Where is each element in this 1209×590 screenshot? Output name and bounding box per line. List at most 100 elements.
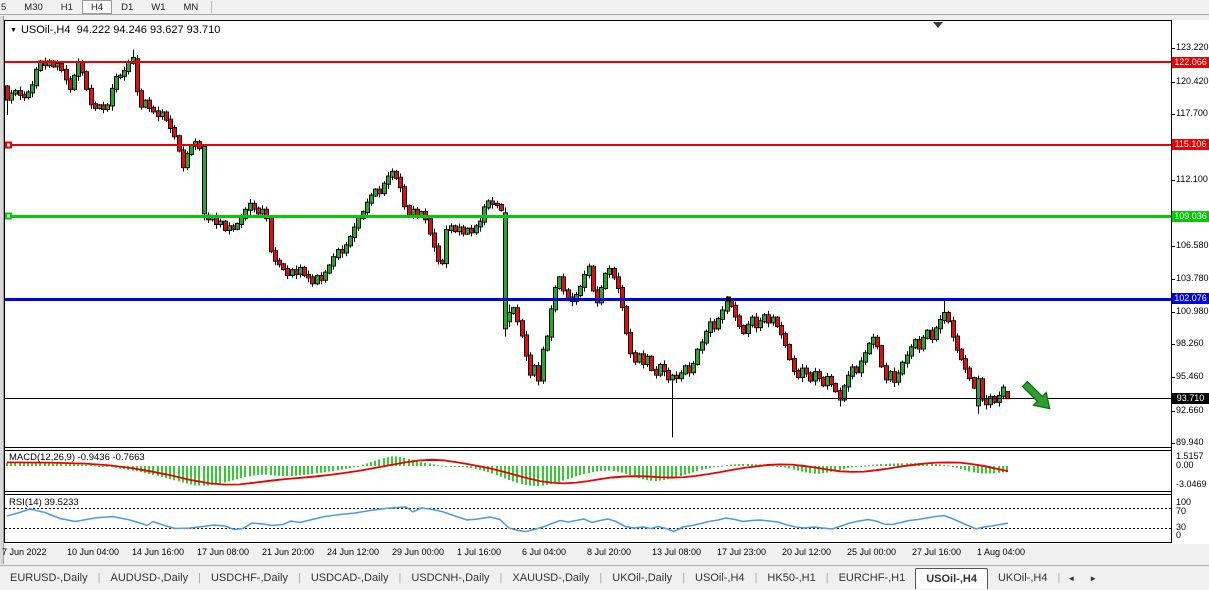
chart-top-border (4, 20, 1172, 21)
tab-separator: | (825, 572, 829, 584)
chart-symbol-label: USOil-,H4 (20, 24, 71, 36)
time-axis-label: 25 Jul 00:00 (847, 547, 897, 557)
tab-separator: | (398, 572, 402, 584)
rsi-scale-label: 100 (1176, 497, 1192, 507)
timeframe-button-5[interactable]: 5 (1, 2, 7, 13)
price-axis-tick (1171, 278, 1175, 280)
current-price-badge: 93.710 (1172, 392, 1209, 404)
macd-pane-bottom-border (4, 491, 1172, 492)
tab-audusd-daily[interactable]: AUDUSD-,Daily (110, 571, 189, 584)
tab-usoil-h4[interactable]: USOil-,H4 (915, 567, 988, 589)
price-axis-tick (1171, 180, 1175, 182)
rsi-pane-canvas[interactable] (5, 495, 1171, 542)
price-axis-tick (1171, 245, 1175, 247)
tab-scroll-left-icon[interactable]: ◄ (1067, 573, 1076, 583)
price-pane-canvas[interactable] (5, 21, 1171, 447)
rsi-label: RSI(14) 39.5233 (9, 497, 79, 508)
symbol-dropdown-icon[interactable]: ▼ (10, 27, 17, 34)
rsi-scale-label: 70 (1176, 506, 1187, 516)
time-axis-label: 29 Jun 00:00 (392, 547, 445, 557)
time-axis-label: 6 Jul 04:00 (522, 547, 567, 557)
price-axis-label: 106.580 (1176, 239, 1209, 250)
timeframe-button-h4[interactable]: H4 (81, 0, 113, 14)
time-axis-label: 27 Jul 16:00 (912, 547, 962, 557)
tab-separator: | (682, 572, 686, 584)
price-axis-tick (1171, 48, 1175, 50)
time-axis-label: 1 Jul 16:00 (457, 547, 502, 557)
price-axis-divider (1171, 20, 1172, 543)
timeframe-button-h1[interactable]: H1 (60, 2, 73, 13)
tab-separator: | (297, 572, 301, 584)
time-axis-label: 13 Jul 08:00 (652, 547, 702, 557)
price-axis-tick (1171, 113, 1175, 115)
price-axis-tick (1171, 410, 1175, 412)
price-axis-label: 98.260 (1176, 338, 1204, 349)
tab-separator: | (599, 572, 603, 584)
timeframe-button-w1[interactable]: W1 (151, 2, 166, 13)
price-axis-label: 112.100 (1176, 174, 1208, 185)
price-axis-label: 117.700 (1176, 107, 1208, 118)
hline-price-badge: 115.106 (1172, 139, 1209, 150)
time-axis-label: 10 Jun 04:00 (67, 547, 120, 557)
price-axis-label: 100.980 (1176, 305, 1209, 316)
tab-separator: | (754, 572, 758, 584)
price-axis-label: 95.460 (1176, 371, 1204, 382)
hline-price-badge: 109.036 (1172, 210, 1209, 222)
price-axis-label: 120.420 (1176, 75, 1209, 86)
macd-scale-label: -3.0469 (1176, 479, 1207, 489)
time-axis-label: 14 Jun 16:00 (132, 547, 185, 557)
timeframe-button-mn[interactable]: MN (183, 2, 199, 13)
timeframe-toolbar: 5 M30 H1 H4 D1 W1 MN (0, 0, 1209, 15)
tab-separator: | (97, 572, 101, 584)
time-axis-label: 20 Jul 12:00 (782, 547, 832, 557)
chart-left-border (4, 20, 5, 543)
tab-eurusd-daily[interactable]: EURUSD-,Daily (10, 571, 88, 584)
chart-title: ▼ USOil-,H4 94.222 94.246 93.627 93.710 (10, 24, 220, 36)
tab-usdcad-daily[interactable]: USDCAD-,Daily (310, 571, 389, 584)
tab-separator: | (1057, 572, 1061, 584)
symbol-tabbar: EURUSD-,Daily | AUDUSD-,Daily | USDCHF-,Dail… (0, 565, 1209, 590)
main-pane-bottom-border (4, 447, 1172, 448)
rsi-scale-label: 30 (1176, 522, 1187, 532)
macd-scale-label: 0.00 (1176, 460, 1194, 470)
time-axis-label: 17 Jun 08:00 (197, 547, 250, 557)
tab-scroll-right-icon[interactable]: ► (1089, 573, 1098, 583)
price-axis-label: 123.220 (1176, 42, 1209, 53)
time-axis-label: 24 Jun 12:00 (327, 547, 380, 557)
time-axis-label: 7 Jun 2022 (2, 547, 47, 557)
tab-usdcnh-daily[interactable]: USDCNH-,Daily (411, 571, 490, 584)
chart-ohlc-values: 94.222 94.246 93.627 93.710 (76, 24, 221, 36)
tab-separator: | (499, 572, 503, 584)
price-axis-label: 92.660 (1176, 404, 1204, 415)
tab-usoil-h4[interactable]: USOil-,H4 (695, 571, 745, 584)
tab-separator: | (198, 572, 201, 584)
rsi-pane-top-border (4, 494, 1172, 495)
window-left-edge (0, 16, 4, 564)
time-axis-label: 17 Jul 23:00 (717, 547, 767, 557)
price-axis-tick (1171, 344, 1175, 346)
macd-scale-label: 1.5157 (1176, 451, 1204, 461)
hline-price-badge: 122.066 (1172, 56, 1209, 68)
tab-usdchf-daily[interactable]: USDCHF-,Daily (210, 571, 288, 584)
rsi-pane-bottom-border (4, 542, 1172, 543)
tab-ukoil-h4[interactable]: UKOil-,H4 (997, 571, 1048, 584)
timeframe-button-d1[interactable]: D1 (121, 2, 134, 13)
time-axis-label: 1 Aug 04:00 (977, 547, 1026, 557)
tab-xauusd-daily[interactable]: XAUUSD-,Daily (512, 571, 590, 584)
sell-signal-arrow[interactable] (1014, 378, 1070, 434)
tab-hk50-h1[interactable]: HK50-,H1 (767, 571, 816, 584)
price-axis-tick (1171, 311, 1175, 313)
time-axis-label: 8 Jul 20:00 (587, 547, 632, 557)
price-axis-tick (1171, 81, 1175, 83)
macd-pane-canvas[interactable] (5, 451, 1171, 491)
chart-shift-marker-icon (933, 22, 943, 28)
price-axis-tick (1171, 442, 1175, 444)
time-axis-label: 21 Jun 20:00 (262, 547, 315, 557)
tab-ukoil-daily[interactable]: UKOil-,Daily (612, 571, 673, 584)
price-axis-label: 89.940 (1176, 436, 1204, 447)
timeframe-button-m30[interactable]: M30 (24, 2, 43, 13)
toolbar-separator (211, 1, 213, 13)
tab-eurchf-h1[interactable]: EURCHF-,H1 (838, 571, 906, 584)
macd-pane-top-border (4, 450, 1172, 451)
